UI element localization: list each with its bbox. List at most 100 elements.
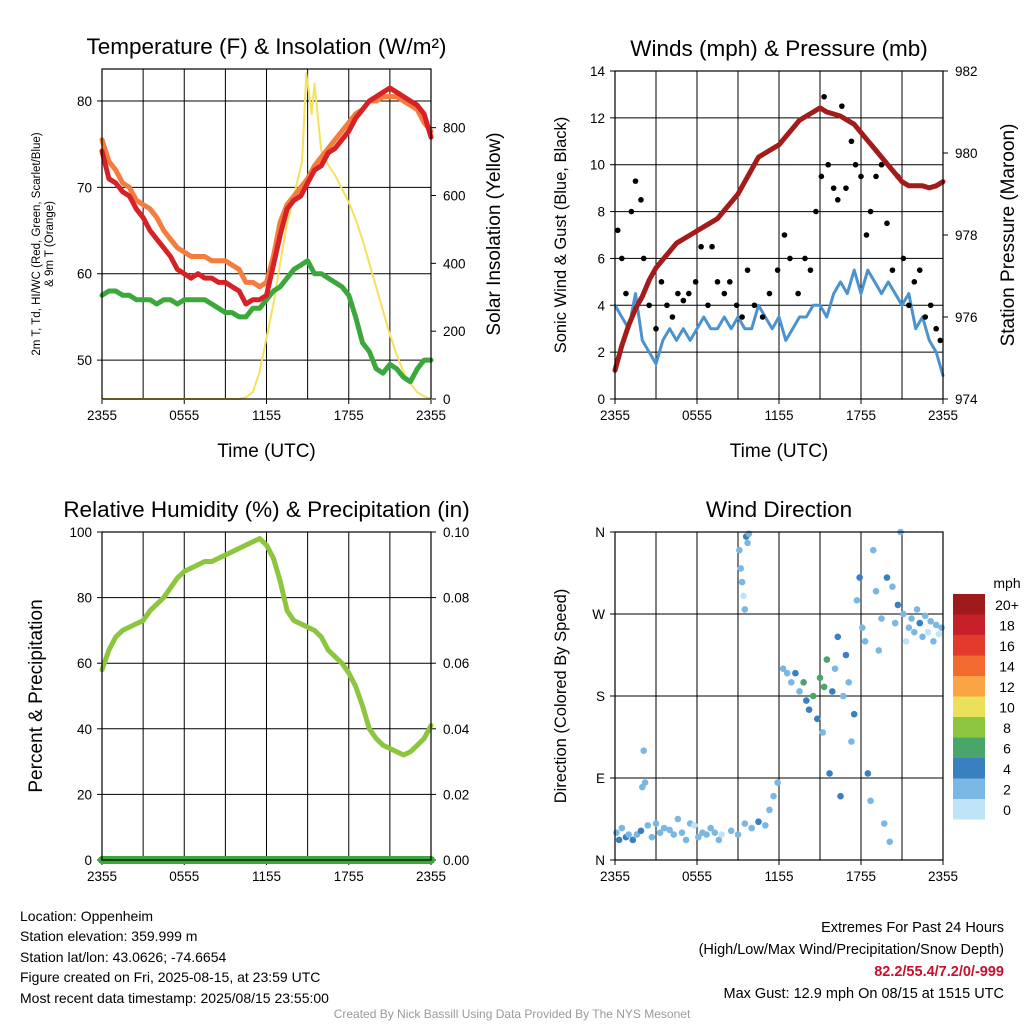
gust-point xyxy=(623,290,629,297)
gust-point xyxy=(807,267,814,273)
gust-point xyxy=(911,279,918,285)
x-tick-label: 0555 xyxy=(169,869,199,884)
gust-point xyxy=(900,255,907,262)
series-sonic-wind xyxy=(613,268,945,378)
gust-point xyxy=(922,314,929,320)
gust-point xyxy=(705,302,711,309)
legend-swatch xyxy=(953,614,985,635)
legend-swatch xyxy=(953,778,985,799)
y-right-tick-label: 978 xyxy=(955,228,978,243)
y-right-tick-label: 200 xyxy=(443,324,466,339)
gust-point xyxy=(867,208,874,215)
x-tick-label: 1755 xyxy=(846,869,876,884)
y-tick-label: 10 xyxy=(590,158,605,173)
direction-point xyxy=(905,624,913,631)
x-tick-label: 2355 xyxy=(87,408,117,423)
x-tick-label: 2355 xyxy=(416,408,446,423)
direction-point xyxy=(880,820,888,827)
x-tick-label: 2355 xyxy=(600,869,630,884)
gust-point xyxy=(884,220,890,227)
extremes-description: (High/Low/Max Wind/Precipitation/Snow De… xyxy=(698,942,1004,958)
y-axis-label: Sonic Wind & Gust (Blue, Black) xyxy=(552,117,570,354)
gust-point xyxy=(906,302,912,309)
gust-point xyxy=(680,297,687,304)
x-tick-label: 2355 xyxy=(928,869,958,884)
station-info: Location: Oppenheim Station elevation: 3… xyxy=(20,906,329,1008)
legend-swatch xyxy=(953,696,985,717)
y-tick-label: 4 xyxy=(597,298,605,313)
gust-point xyxy=(781,232,788,238)
series-station-pressure xyxy=(612,105,946,373)
direction-point xyxy=(656,829,664,836)
direction-point xyxy=(831,665,839,672)
gust-point xyxy=(863,232,870,238)
legend-label: 0 xyxy=(1003,802,1011,818)
x-axis-label: Time (UTC) xyxy=(217,441,316,462)
direction-point xyxy=(736,546,743,554)
y-right-tick-label: 980 xyxy=(955,146,978,161)
gust-point xyxy=(787,255,793,262)
direction-point xyxy=(867,797,874,805)
gust-point xyxy=(646,302,652,309)
legend-label: 6 xyxy=(1003,741,1011,757)
direction-point xyxy=(738,578,746,586)
x-tick-label: 1155 xyxy=(252,408,281,423)
gust-point xyxy=(614,227,621,234)
direction-point xyxy=(872,587,880,595)
y-tick-label: 70 xyxy=(77,180,92,195)
direction-point xyxy=(678,829,686,836)
gust-point xyxy=(698,243,704,250)
series-9m-t xyxy=(99,94,434,290)
direction-point xyxy=(707,824,714,832)
chart-title: Wind Direction xyxy=(706,497,852,522)
y-right-tick-label: 0.02 xyxy=(443,787,469,802)
legend-label: 16 xyxy=(999,638,1015,654)
gust-point xyxy=(766,290,773,297)
gust-point xyxy=(721,290,728,297)
direction-point xyxy=(891,619,899,627)
direction-point xyxy=(908,615,915,622)
speed-legend: mph 20+ 18 16 14 12 10 8 6 4 2 0 xyxy=(953,575,1021,820)
y-right-tick-label: 0.04 xyxy=(443,722,470,737)
location-text: Location: Oppenheim xyxy=(20,908,154,924)
direction-point xyxy=(845,679,852,686)
chart-title: Winds (mph) & Pressure (mb) xyxy=(630,36,928,61)
gust-point xyxy=(628,208,635,215)
gust-point xyxy=(664,302,670,309)
direction-point xyxy=(935,630,943,638)
direction-point xyxy=(666,826,673,834)
gust-point xyxy=(927,302,934,309)
direction-point xyxy=(625,831,632,838)
direction-point xyxy=(640,747,647,754)
legend-label: 14 xyxy=(999,659,1015,675)
direction-point xyxy=(800,679,807,686)
direction-point xyxy=(853,597,861,604)
direction-point xyxy=(878,615,885,622)
x-tick-label: 2355 xyxy=(928,408,958,423)
y-right-tick-label: 600 xyxy=(443,189,466,204)
y-axis-label: 2m T, Td, HI/WC (Red, Green, Scarlet/Blu… xyxy=(31,132,56,355)
created-text: Figure created on Fri, 2025-08-15, at 23… xyxy=(20,969,321,986)
direction-point xyxy=(826,770,833,777)
y-tick-label: N xyxy=(595,525,605,540)
series-solar-insolation xyxy=(101,72,432,400)
direction-point xyxy=(670,831,678,838)
gust-point xyxy=(843,185,849,191)
direction-point xyxy=(637,827,645,835)
gust-point xyxy=(714,279,721,285)
plot-border xyxy=(614,531,944,861)
legend-swatch xyxy=(953,717,985,738)
x-axis-label: Time (UTC) xyxy=(730,441,829,462)
x-tick-label: 0555 xyxy=(682,869,712,884)
direction-point xyxy=(911,628,918,636)
direction-point xyxy=(695,833,702,841)
direction-point xyxy=(779,665,787,672)
direction-point xyxy=(660,824,668,832)
gust-point xyxy=(669,314,676,320)
legend-swatch xyxy=(953,655,985,676)
direction-point xyxy=(839,692,847,700)
series-relative-humidity xyxy=(99,536,434,758)
direction-point xyxy=(883,574,891,581)
y-right-tick-label: 800 xyxy=(443,121,466,136)
